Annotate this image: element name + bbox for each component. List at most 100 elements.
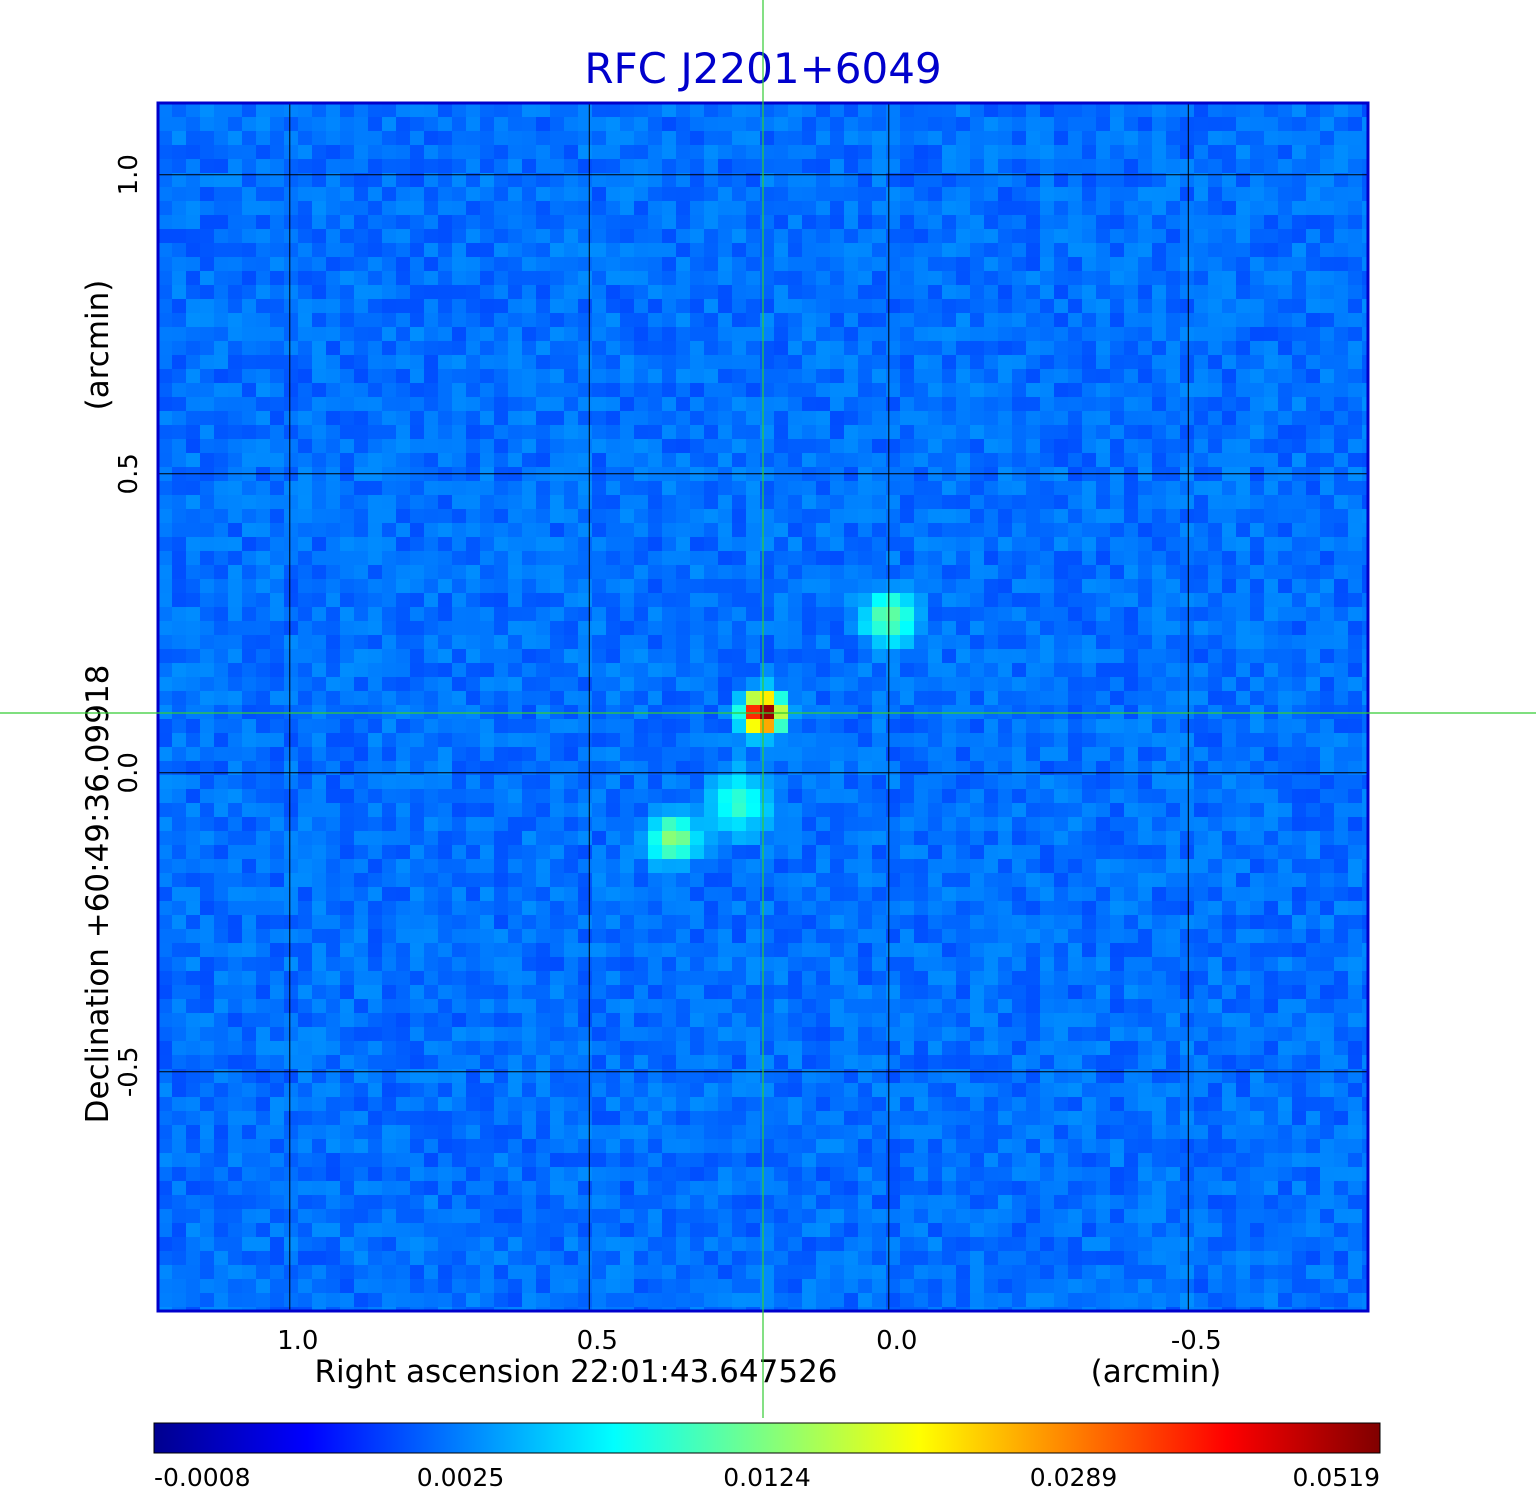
heatmap-cell — [690, 117, 705, 132]
heatmap-cell — [340, 677, 355, 692]
heatmap-cell — [788, 341, 803, 356]
heatmap-cell — [970, 719, 985, 734]
heatmap-cell — [606, 663, 621, 678]
heatmap-cell — [1194, 103, 1209, 118]
heatmap-cell — [1194, 747, 1209, 762]
heatmap-cell — [732, 705, 747, 720]
heatmap-cell — [214, 131, 229, 146]
heatmap-cell — [1040, 187, 1055, 202]
heatmap-cell — [1250, 873, 1265, 888]
heatmap-cell — [1348, 817, 1363, 832]
heatmap-cell — [1124, 635, 1139, 650]
heatmap-cell — [704, 551, 719, 566]
heatmap-cell — [228, 607, 243, 622]
heatmap-cell — [564, 215, 579, 230]
heatmap-cell — [1082, 425, 1097, 440]
heatmap-cell — [1236, 677, 1251, 692]
heatmap-cell — [760, 635, 775, 650]
heatmap-cell — [396, 313, 411, 328]
heatmap-cell — [354, 327, 369, 342]
heatmap-cell — [480, 873, 495, 888]
heatmap-cell — [1222, 565, 1237, 580]
heatmap-cell — [1292, 551, 1307, 566]
heatmap-cell — [1082, 887, 1097, 902]
heatmap-cell — [1320, 775, 1335, 790]
heatmap-cell — [648, 579, 663, 594]
heatmap-cell — [830, 383, 845, 398]
heatmap-cell — [956, 453, 971, 468]
heatmap-cell — [480, 719, 495, 734]
heatmap-cell — [662, 887, 677, 902]
heatmap-cell — [326, 719, 341, 734]
heatmap-cell — [970, 523, 985, 538]
heatmap-cell — [256, 453, 271, 468]
heatmap-cell — [242, 397, 257, 412]
heatmap-cell — [970, 789, 985, 804]
heatmap-cell — [1068, 873, 1083, 888]
heatmap-cell — [1278, 859, 1293, 874]
heatmap-cell — [1292, 173, 1307, 188]
heatmap-cell — [620, 313, 635, 328]
heatmap-cell — [956, 705, 971, 720]
heatmap-cell — [1026, 551, 1041, 566]
heatmap-cell — [956, 789, 971, 804]
heatmap-cell — [732, 411, 747, 426]
heatmap-cell — [746, 103, 761, 118]
heatmap-cell — [872, 369, 887, 384]
heatmap-cell — [1096, 425, 1111, 440]
heatmap-cell — [830, 803, 845, 818]
heatmap-cell — [1026, 733, 1041, 748]
heatmap-cell — [956, 187, 971, 202]
heatmap-cell — [508, 803, 523, 818]
heatmap-cell — [1320, 145, 1335, 160]
heatmap-cell — [1320, 691, 1335, 706]
heatmap-cell — [1180, 425, 1195, 440]
heatmap-cell — [424, 299, 439, 314]
heatmap-cell — [1306, 411, 1321, 426]
heatmap-cell — [872, 789, 887, 804]
heatmap-cell — [200, 383, 215, 398]
heatmap-cell — [466, 229, 481, 244]
heatmap-cell — [410, 593, 425, 608]
heatmap-cell — [1264, 691, 1279, 706]
heatmap-cell — [256, 719, 271, 734]
heatmap-cell — [564, 537, 579, 552]
heatmap-cell — [1152, 761, 1167, 776]
heatmap-cell — [1040, 817, 1055, 832]
heatmap-cell — [424, 607, 439, 622]
heatmap-cell — [872, 733, 887, 748]
heatmap-cell — [1040, 719, 1055, 734]
heatmap-cell — [1096, 355, 1111, 370]
heatmap-cell — [970, 145, 985, 160]
heatmap-cell — [872, 831, 887, 846]
heatmap-cell — [760, 887, 775, 902]
heatmap-cell — [620, 551, 635, 566]
heatmap-cell — [914, 551, 929, 566]
heatmap-cell — [1138, 369, 1153, 384]
heatmap-cell — [1362, 887, 1368, 902]
heatmap-cell — [550, 887, 565, 902]
heatmap-cell — [1124, 789, 1139, 804]
heatmap-cell — [396, 481, 411, 496]
heatmap-cell — [494, 229, 509, 244]
heatmap-cell — [1334, 817, 1349, 832]
heatmap-cell — [1054, 117, 1069, 132]
heatmap-cell — [606, 551, 621, 566]
heatmap-cell — [382, 817, 397, 832]
heatmap-cell — [690, 761, 705, 776]
heatmap-cell — [1306, 789, 1321, 804]
heatmap-cell — [1082, 439, 1097, 454]
heatmap-cell — [1320, 607, 1335, 622]
heatmap-cell — [242, 425, 257, 440]
heatmap-cell — [1236, 705, 1251, 720]
heatmap-cell — [1096, 607, 1111, 622]
heatmap-cell — [536, 215, 551, 230]
heatmap-cell — [438, 201, 453, 216]
heatmap-cell — [1040, 117, 1055, 132]
heatmap-cell — [816, 117, 831, 132]
heatmap-cell — [368, 537, 383, 552]
heatmap-cell — [900, 621, 915, 636]
heatmap-cell — [634, 243, 649, 258]
heatmap-cell — [368, 271, 383, 286]
heatmap-cell — [1320, 635, 1335, 650]
